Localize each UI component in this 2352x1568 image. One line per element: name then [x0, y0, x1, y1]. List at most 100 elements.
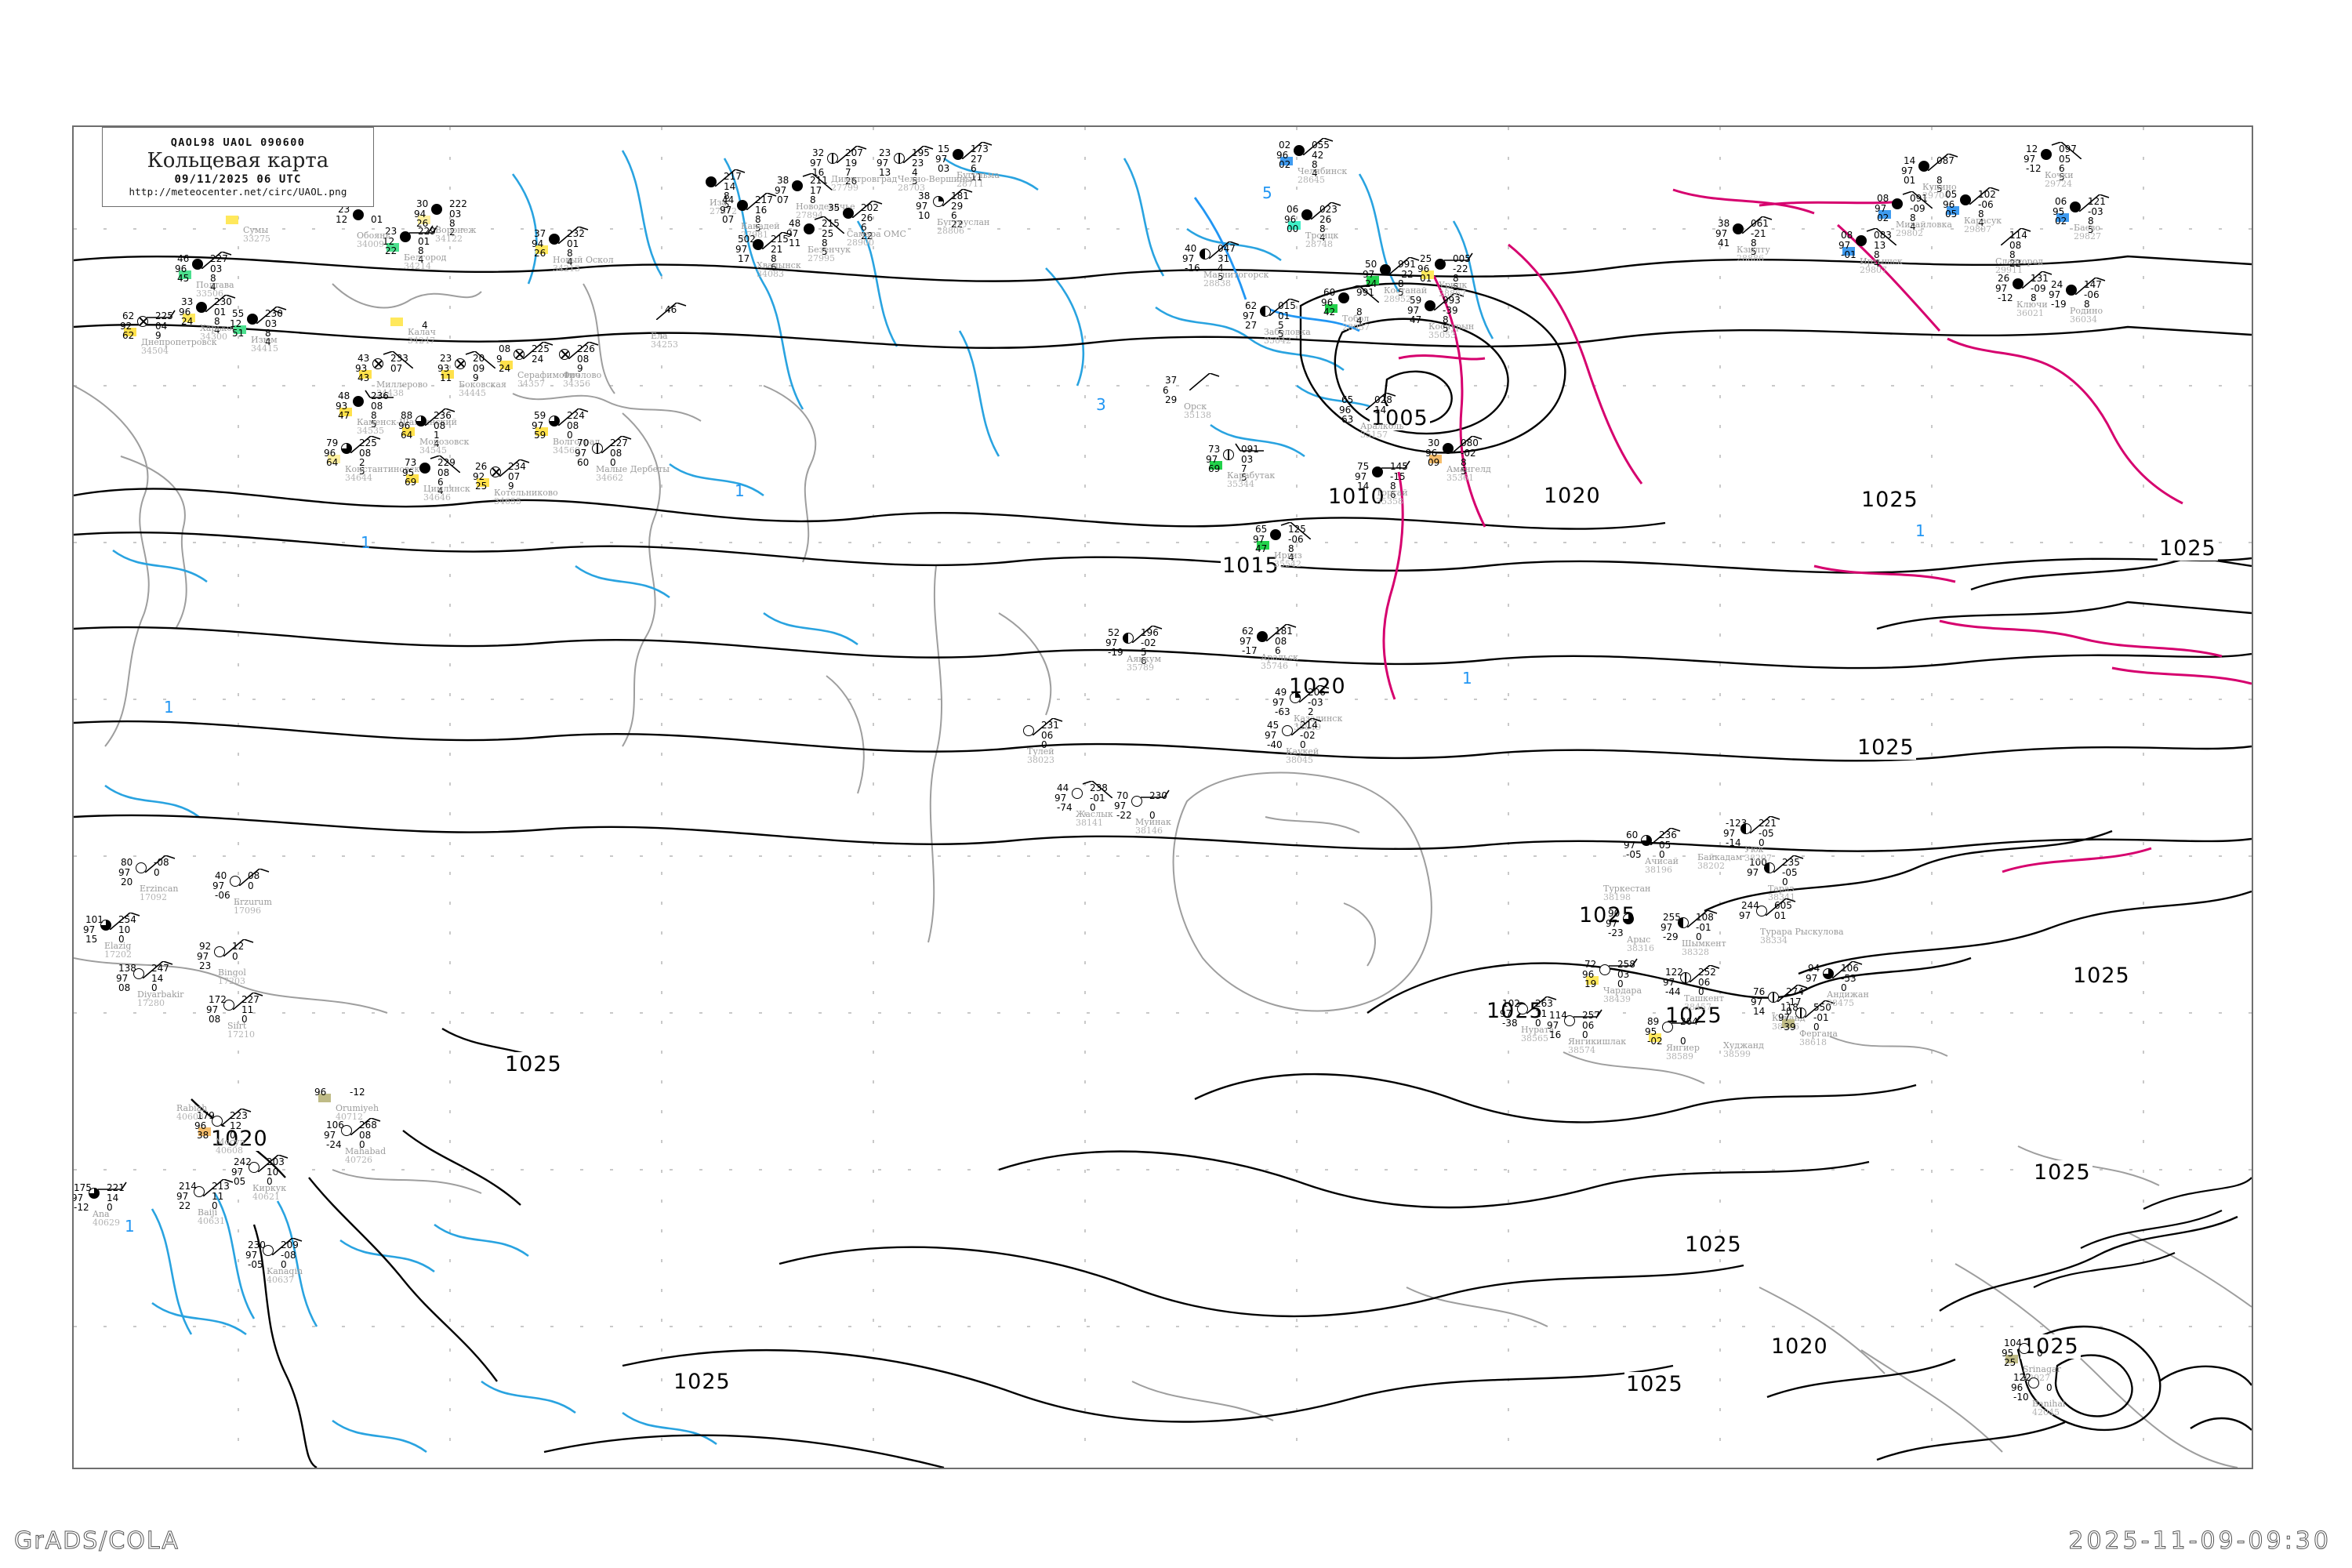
low-cloud-code: 5: [1278, 328, 1284, 339]
pressure-value: 993: [1443, 295, 1461, 306]
low-cloud-code: 22: [951, 219, 964, 230]
station-name: Каменск-Шахтинский: [357, 417, 457, 427]
cloud-cover-icon: [1270, 529, 1281, 540]
pressure-tendency: -17: [1786, 996, 1802, 1007]
cloud-cover-icon: [894, 153, 905, 164]
low-cloud-code: 6: [1390, 489, 1396, 500]
front-number-label: 1: [1915, 521, 1926, 540]
station-id: 28703: [898, 183, 925, 193]
dewpoint-value: 02: [2055, 216, 2067, 227]
weather-color-swatch: [318, 1094, 331, 1102]
station-name: Арыс: [1627, 935, 1651, 945]
temperature-value: 06: [1287, 204, 1299, 215]
cloud-cover-icon: [490, 466, 501, 477]
station-id: 33506: [196, 289, 223, 299]
station-id: 28900: [847, 238, 874, 248]
pressure-value: 207: [845, 147, 863, 158]
cloud-cover-icon: [1733, 223, 1744, 234]
temperature-value: 73: [405, 457, 417, 468]
low-cloud-code: 22: [861, 230, 873, 241]
cloud-height-code: 6: [1275, 645, 1281, 656]
pressure-value: 005: [1453, 253, 1471, 264]
dewpoint-value: 02: [1279, 159, 1291, 170]
temperature-value: 30: [1428, 437, 1440, 448]
visibility-value: 96: [194, 1120, 207, 1131]
low-cloud-code: 4: [214, 325, 220, 336]
cloud-height-code: 8: [210, 273, 216, 284]
wind-barb-icon: [523, 342, 554, 359]
station-name: Миллерово: [376, 379, 428, 390]
wind-barb-icon: [1928, 154, 1958, 171]
station-id: 34415: [251, 343, 278, 354]
pressure-value: 08: [248, 870, 260, 881]
station-name: Сумы: [243, 225, 269, 235]
visibility-value: 97: [810, 158, 822, 169]
cloud-height-code: 8: [2009, 249, 2016, 260]
pressure-value: 274: [1786, 986, 1804, 997]
cloud-height-code: 8: [724, 191, 730, 201]
station-name: Бугуруслан: [937, 217, 990, 227]
wind-barb-icon: [802, 173, 833, 191]
weather-color-swatch: [1649, 1033, 1661, 1042]
station-id: 38141: [1076, 818, 1103, 828]
dewpoint-value: -12: [74, 1202, 89, 1213]
station-id: 29807: [1860, 265, 1887, 275]
visibility-value: 97: [176, 1191, 189, 1202]
pressure-value: 236: [371, 390, 389, 401]
cloud-height-code: 0: [241, 1014, 248, 1025]
dewpoint-value: 38: [197, 1130, 209, 1141]
weather-color-swatch: [477, 478, 489, 487]
temperature-value: 65: [1255, 524, 1268, 535]
source-url[interactable]: http://meteocenter.net/circ/UAOL.png: [129, 185, 347, 198]
isobar-label: 1025: [1485, 999, 1545, 1023]
visibility-value: 97: [1875, 203, 1887, 214]
cloud-height-code: 8: [371, 410, 377, 421]
station-name: Elazig: [104, 941, 132, 951]
visibility-value: 97: [197, 951, 209, 962]
pressure-tendency: 06: [1582, 1020, 1595, 1031]
temperature-value: 49: [1275, 687, 1287, 698]
pressure-value: 224: [567, 410, 585, 421]
wind-barb-icon: [98, 1181, 127, 1190]
temperature-value: 40: [1185, 243, 1197, 254]
temperature-value: 08: [499, 343, 511, 354]
pressure-value: 226: [577, 343, 595, 354]
pressure-tendency: 03: [210, 263, 223, 274]
wind-barb-icon: [814, 216, 844, 234]
pressure-value: 230: [265, 308, 283, 319]
wind-barb-icon: [1348, 285, 1379, 303]
station-name: Константиновск: [345, 464, 420, 474]
temperature-value: 122: [2013, 1372, 2031, 1383]
dewpoint-value: 20: [121, 877, 133, 887]
wind-barb-icon: [601, 436, 632, 453]
weather-color-swatch: [1421, 270, 1434, 279]
isobar-label: 1020: [1769, 1334, 1830, 1359]
wind-barb-icon: [110, 913, 140, 930]
pressure-tendency: 01: [1278, 310, 1290, 321]
wind-barb-icon: [147, 310, 176, 318]
cloud-cover-icon: [1301, 209, 1312, 220]
pressure-tendency: -09: [2031, 283, 2046, 294]
pressure-value: 235: [1782, 857, 1800, 868]
cloud-cover-icon: [953, 149, 964, 160]
low-cloud-code: 4: [1288, 552, 1294, 563]
wind-barb-icon: [1389, 257, 1420, 274]
pressure-value: 106: [1841, 963, 1859, 974]
pressure-tendency: -02: [1461, 448, 1476, 459]
pressure-tendency: 09: [473, 363, 485, 374]
wind-barb-icon: [350, 1118, 381, 1135]
cloud-height-code: 8: [1443, 314, 1449, 325]
visibility-value: 97: [1243, 310, 1255, 321]
temperature-value: 50: [1365, 259, 1377, 270]
dewpoint-value: 62: [122, 330, 135, 341]
visibility-value: 12: [336, 214, 348, 225]
cloud-cover-icon: [372, 358, 383, 369]
wind-barb-icon: [2075, 278, 2106, 295]
cloud-cover-icon: [1517, 1004, 1528, 1014]
visibility-value: 6: [1163, 385, 1169, 396]
temperature-value: 44: [722, 194, 735, 205]
weather-color-swatch: [390, 318, 403, 326]
pressure-value: 227: [210, 253, 228, 264]
station-id: 34357: [517, 379, 545, 389]
station-name: Киркук: [252, 1183, 287, 1193]
